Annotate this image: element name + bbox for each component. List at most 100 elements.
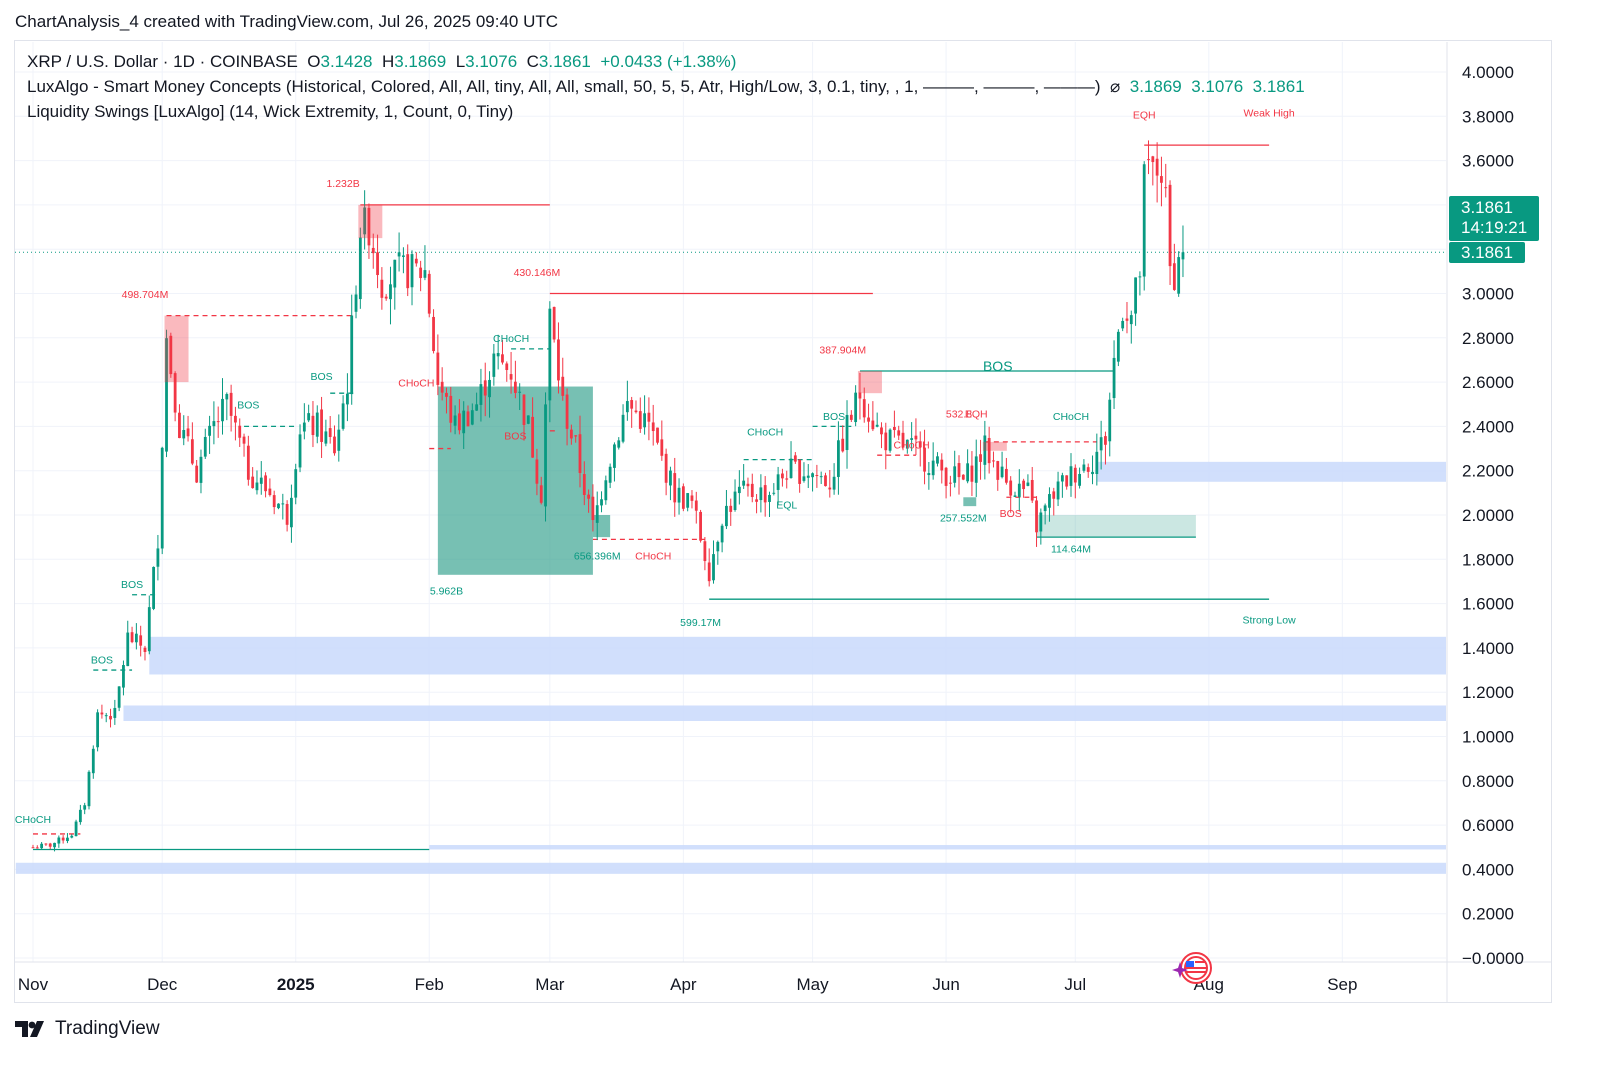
candle-body <box>1017 483 1021 497</box>
chart-annotation-label: CHoCH <box>894 440 930 452</box>
chart-annotation-label: BOS <box>310 371 332 383</box>
zones-layer <box>15 386 1447 874</box>
candle-body <box>354 294 358 312</box>
candle-body <box>1048 494 1051 508</box>
chart-annotation-label: BOS <box>823 411 845 423</box>
candle-body <box>268 488 272 496</box>
candle-body <box>255 482 259 491</box>
legend-indicator-1[interactable]: LuxAlgo - Smart Money Concepts (Historic… <box>27 77 1305 97</box>
candle-body <box>496 353 500 357</box>
price-axis-label: 3.8000 <box>1462 107 1514 126</box>
high-label: H <box>381 52 395 71</box>
candle-body <box>905 439 909 449</box>
demand-zone <box>592 515 611 538</box>
candle-body <box>944 467 948 486</box>
chart-frame <box>14 40 1552 1003</box>
candle-body <box>1095 451 1099 475</box>
candle-body <box>113 707 117 718</box>
candle-body <box>1125 318 1129 321</box>
candle-body <box>393 259 397 288</box>
candle-body <box>246 445 250 480</box>
candle-body <box>699 511 702 541</box>
candle-body <box>578 434 582 474</box>
candle-body <box>294 469 298 498</box>
candle-body <box>1172 263 1176 290</box>
indicator-2-title: Liquidity Swings [LuxAlgo] (14, Wick Ext… <box>27 102 514 121</box>
candle-body <box>1069 466 1073 486</box>
candle-body <box>505 363 509 370</box>
candle-body <box>264 475 267 492</box>
candle-body <box>432 316 435 352</box>
candle-body <box>1104 436 1107 445</box>
candle-body <box>1004 468 1008 483</box>
candle-body <box>1177 257 1181 294</box>
candle-body <box>324 431 328 444</box>
price-axis-label: 0.4000 <box>1462 860 1514 879</box>
chart-caption: ChartAnalysis_4 created with TradingView… <box>15 12 559 31</box>
candle-body <box>725 505 728 527</box>
candle-body <box>673 473 677 503</box>
chart-annotation-label: Strong Low <box>1243 615 1297 627</box>
candle-body <box>427 273 431 314</box>
candle-body <box>987 437 991 464</box>
candle-body <box>87 771 91 807</box>
chart-annotation-label: CHoCH <box>398 378 434 390</box>
candle-body <box>380 279 384 298</box>
candle-body <box>186 428 190 437</box>
price-axis-label: 0.8000 <box>1462 772 1514 791</box>
chart-annotation-label: BOS <box>983 358 1013 374</box>
low-value: 3.1076 <box>465 52 518 71</box>
candle-body <box>776 474 780 490</box>
last-price-value-2: 3.1861 <box>1461 243 1513 262</box>
candle-body <box>100 712 104 715</box>
candle-body <box>109 715 112 720</box>
price-axis-label: 1.2000 <box>1462 683 1514 702</box>
candle-body <box>815 474 819 476</box>
candle-body <box>190 439 194 464</box>
candle-body <box>548 308 552 401</box>
candle-body <box>195 465 199 483</box>
candle-body <box>690 495 694 501</box>
candle-body <box>651 422 655 432</box>
candle-body <box>617 440 621 448</box>
time-axis-label: Jul <box>1064 975 1086 994</box>
candle-body <box>1026 482 1030 486</box>
candle-body <box>539 485 543 503</box>
candle-body <box>923 447 926 472</box>
candle-body <box>234 415 237 423</box>
candle-body <box>259 477 263 484</box>
candle-body <box>104 715 108 717</box>
tradingview-brand[interactable]: TradingView <box>15 1018 160 1040</box>
candle-body <box>979 454 982 462</box>
candle-body <box>272 495 276 508</box>
candle-body <box>35 847 39 849</box>
candle-body <box>53 842 56 848</box>
candle-body <box>974 456 978 483</box>
candle-body <box>501 354 504 363</box>
candle-body <box>1142 164 1146 277</box>
chart-annotation-label: Weak High <box>1244 107 1295 119</box>
candle-body <box>1013 495 1017 497</box>
candle-body <box>785 478 789 480</box>
candle-body <box>841 438 845 452</box>
candle-body <box>1009 480 1013 496</box>
candle-body <box>772 492 776 494</box>
us-flag-icon[interactable] <box>1180 952 1212 984</box>
candle-body <box>333 436 336 454</box>
candle-body <box>733 491 737 511</box>
candle-body <box>819 476 823 478</box>
candle-body <box>298 434 302 468</box>
symbol-name[interactable]: XRP / U.S. Dollar · 1D · COINBASE <box>27 52 298 71</box>
candle-body <box>173 373 177 413</box>
legend-indicator-2[interactable]: Liquidity Swings [LuxAlgo] (14, Wick Ext… <box>27 102 513 122</box>
candle-body <box>970 465 974 482</box>
candle-body <box>1121 320 1125 329</box>
annotations-layer: 1.232B498.704M430.146M387.904M532.8EQHEQ… <box>15 107 1296 826</box>
time-axis-label: 2025 <box>277 975 315 994</box>
candle-body <box>1052 491 1056 499</box>
price-axis-label: 2.4000 <box>1462 417 1514 436</box>
candle-body <box>1082 464 1086 471</box>
candle-body <box>828 487 832 490</box>
candle-body <box>961 474 965 480</box>
